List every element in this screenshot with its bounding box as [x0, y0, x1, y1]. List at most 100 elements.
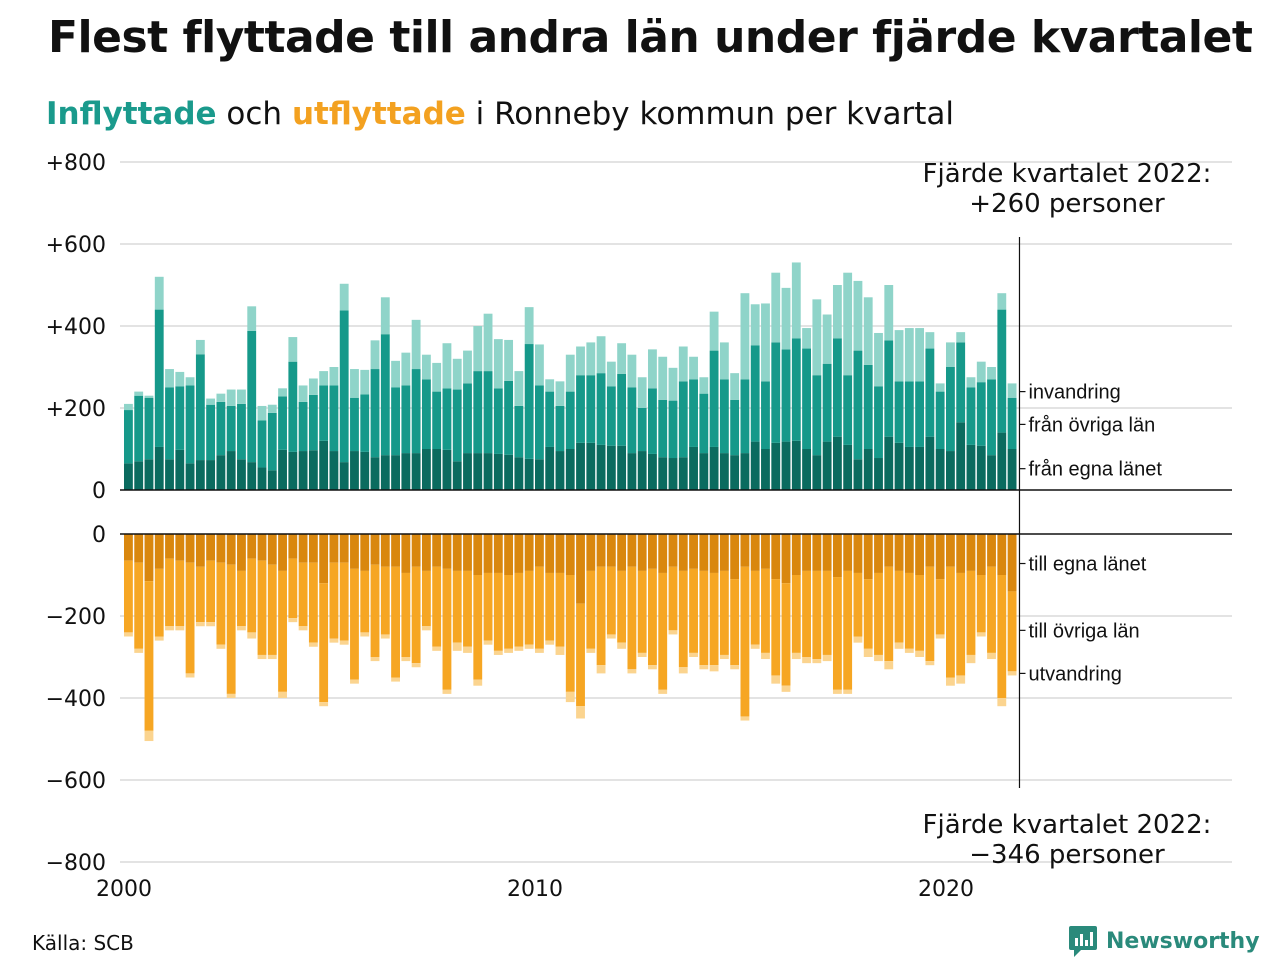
bar-inflow-other	[740, 379, 750, 454]
bar-inflow-own	[452, 461, 462, 490]
bar-inflow-immigration	[360, 369, 370, 395]
bar-inflow-other	[329, 385, 339, 452]
bar-inflow-own	[627, 453, 637, 490]
bar-outflow-other	[514, 572, 524, 647]
y-tick-label: +600	[46, 233, 106, 258]
bar-inflow-immigration	[473, 326, 483, 372]
x-tick-label: 2020	[918, 877, 974, 902]
bar-outflow-other	[637, 570, 647, 653]
y-tick-label: −600	[46, 769, 106, 794]
bar-inflow-other	[925, 348, 935, 437]
bar-outflow-own	[699, 534, 709, 571]
bar-inflow-other	[843, 375, 853, 445]
bar-inflow-own	[791, 440, 801, 490]
bar-inflow-immigration	[863, 297, 873, 365]
bar-inflow-own	[278, 449, 287, 490]
bar-outflow-other	[658, 572, 668, 690]
bar-outflow-other	[216, 562, 226, 645]
bar-inflow-own	[771, 442, 781, 490]
chart-title: Flest flyttade till andra län under fjär…	[48, 12, 1253, 63]
bar-inflow-other	[904, 381, 914, 447]
bar-inflow-immigration	[411, 319, 421, 370]
bar-outflow-own	[134, 534, 144, 563]
bar-outflow-other	[730, 579, 740, 666]
bar-inflow-immigration	[956, 332, 966, 343]
bar-inflow-other	[894, 381, 904, 443]
bar-outflow-emigration	[565, 691, 575, 703]
bar-inflow-other	[822, 363, 832, 442]
bar-outflow-other	[421, 570, 431, 627]
bar-inflow-immigration	[709, 311, 719, 351]
bar-outflow-other	[401, 572, 411, 657]
bar-outflow-own	[606, 534, 616, 567]
y-tick-label: −200	[46, 605, 106, 630]
bar-outflow-own	[1007, 534, 1017, 592]
bar-inflow-own	[134, 461, 144, 490]
source-note: Källa: SCB	[32, 931, 134, 955]
bar-outflow-own	[473, 534, 483, 575]
subtitle-and-word: och	[216, 96, 292, 132]
bar-inflow-immigration	[874, 332, 883, 387]
bar-inflow-other	[421, 379, 431, 449]
bar-outflow-other	[195, 566, 205, 623]
bar-inflow-other	[175, 386, 185, 450]
bar-inflow-own	[750, 441, 760, 490]
bar-inflow-immigration	[308, 378, 318, 395]
bar-outflow-own	[339, 534, 349, 563]
bar-outflow-own	[165, 534, 174, 559]
bar-outflow-other	[987, 566, 996, 653]
bar-outflow-emigration	[740, 716, 750, 721]
bar-outflow-other	[648, 568, 657, 666]
bar-outflow-emigration	[617, 642, 627, 649]
bar-outflow-emigration	[298, 626, 308, 631]
bar-inflow-own	[206, 460, 216, 490]
bar-inflow-other	[617, 373, 627, 446]
bar-inflow-own	[884, 436, 894, 490]
bar-outflow-other	[442, 568, 452, 690]
bar-inflow-own	[380, 455, 390, 490]
bar-outflow-other	[966, 570, 976, 655]
bar-inflow-other	[719, 379, 729, 454]
bar-inflow-own	[730, 455, 740, 490]
bar-inflow-own	[473, 453, 483, 490]
bar-inflow-immigration	[617, 343, 627, 374]
bar-inflow-own	[370, 457, 380, 490]
bar-outflow-other	[832, 577, 842, 690]
bar-outflow-own	[257, 534, 267, 561]
bar-outflow-own	[802, 534, 811, 571]
bar-outflow-other	[370, 564, 380, 657]
brand-logo[interactable]: Newsworthy	[1068, 924, 1260, 958]
bar-outflow-own	[750, 534, 760, 571]
bar-inflow-immigration	[565, 354, 575, 392]
bar-inflow-immigration	[288, 337, 298, 362]
bar-outflow-emigration	[411, 663, 421, 668]
bar-outflow-own	[411, 534, 421, 567]
bar-inflow-immigration	[586, 342, 596, 376]
bar-outflow-own	[586, 534, 596, 571]
bar-inflow-own	[339, 462, 349, 490]
bar-outflow-emigration	[997, 698, 1007, 707]
bar-outflow-emigration	[699, 665, 709, 670]
bar-outflow-emigration	[432, 646, 442, 651]
bar-inflow-other	[185, 385, 195, 464]
bar-outflow-own	[689, 534, 698, 569]
bar-outflow-other	[339, 562, 349, 641]
bar-outflow-other	[781, 583, 791, 686]
subtitle-inflow-word: Inflyttade	[46, 96, 217, 132]
bar-outflow-other	[812, 570, 822, 660]
bar-inflow-own	[915, 446, 925, 490]
bar-outflow-emigration	[576, 706, 585, 719]
bar-outflow-own	[935, 534, 945, 580]
bar-inflow-other	[915, 381, 925, 447]
bar-inflow-immigration	[144, 395, 154, 398]
bar-inflow-own	[195, 460, 205, 490]
bar-outflow-emigration	[853, 636, 863, 643]
bar-outflow-own	[719, 534, 729, 571]
bar-outflow-emigration	[904, 648, 914, 653]
bar-outflow-emigration	[308, 642, 318, 647]
bar-inflow-other	[781, 349, 791, 442]
bar-inflow-other	[360, 394, 370, 452]
bar-outflow-other	[483, 572, 493, 641]
bar-inflow-own	[504, 454, 514, 490]
bar-outflow-emigration	[463, 646, 472, 653]
